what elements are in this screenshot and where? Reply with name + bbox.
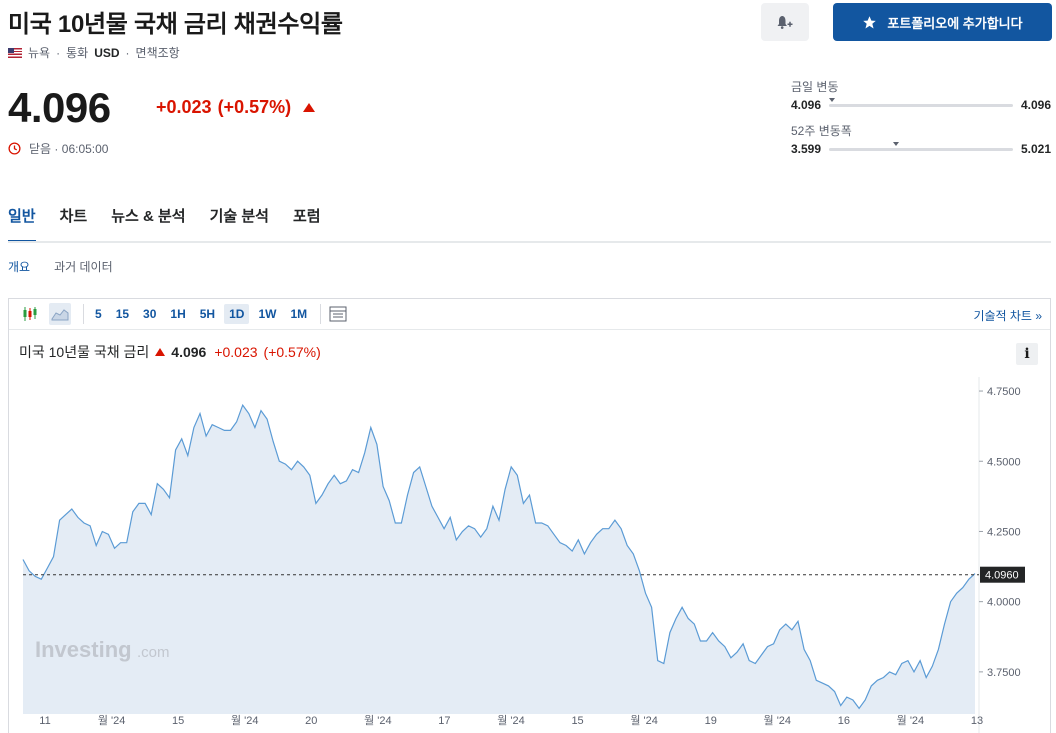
- page-title: 미국 10년물 국채 금리 채권수익률: [8, 11, 343, 38]
- current-price-label: 4.0960: [985, 570, 1019, 582]
- x-tick-label: 15: [571, 715, 583, 727]
- tab-news[interactable]: 뉴스 & 분석: [111, 208, 186, 225]
- market-status: 닫음 · 06:05:00: [8, 140, 108, 157]
- price-chart[interactable]: 4.7500 4.5000 4.2500 4.0000 3.7500 4.0960 11 월 …: [9, 299, 1052, 733]
- x-tick-label: 월 '24: [897, 714, 925, 727]
- y-tick-label: 4.0000: [987, 597, 1021, 609]
- us-flag-icon: [8, 47, 22, 58]
- location: 뉴욕: [28, 46, 51, 60]
- quote-meta: 뉴욕 · 통화 USD · 면책조항: [8, 44, 180, 61]
- x-tick-label: 17: [438, 715, 450, 727]
- candlestick-icon[interactable]: [19, 303, 41, 325]
- series-line: [22, 403, 976, 710]
- x-tick-label: 15: [172, 715, 184, 727]
- day-range-low: 4.096: [791, 98, 822, 112]
- interval-1d[interactable]: 1D: [224, 304, 250, 324]
- chart-toolbar: 5 15 30 1H 5H 1D 1W 1M 기술적 차트 »: [9, 299, 1050, 330]
- clock-icon: [8, 142, 21, 155]
- bell-plus-icon: [777, 16, 793, 29]
- x-tick-label: 13: [971, 715, 983, 727]
- x-tick-label: 월 '24: [764, 714, 792, 727]
- interval-30[interactable]: 30: [143, 307, 157, 321]
- info-button[interactable]: i: [1016, 343, 1038, 365]
- interval-1m[interactable]: 1M: [290, 307, 308, 321]
- currency-label: 통화: [66, 46, 89, 60]
- tab-divider: [8, 241, 1051, 243]
- day-range-label: 금일 변동: [791, 80, 839, 94]
- investing-logo-suffix: .com: [137, 644, 170, 661]
- interval-15[interactable]: 15: [115, 307, 130, 321]
- investing-logo: Investing: [35, 637, 132, 662]
- y-tick-label: 4.2500: [987, 526, 1021, 538]
- change-value: +0.023: [156, 97, 212, 117]
- star-icon: [863, 15, 877, 28]
- interval-1w[interactable]: 1W: [258, 307, 277, 321]
- chart-legend: 미국 10년물 국채 금리 4.096 +0.023 (+0.57%): [19, 342, 321, 362]
- disclaimer-link[interactable]: 면책조항: [135, 46, 180, 60]
- tab-general[interactable]: 일반: [8, 205, 36, 243]
- x-tick-label: 월 '24: [497, 714, 525, 727]
- x-tick-label: 19: [705, 715, 717, 727]
- tab-forum[interactable]: 포럼: [292, 208, 321, 225]
- y-tick-label: 4.5000: [987, 456, 1021, 468]
- price-change: +0.023 (+0.57%): [156, 97, 316, 118]
- interval-5[interactable]: 5: [95, 307, 102, 321]
- week52-range-low: 3.599: [791, 142, 822, 156]
- legend-change: +0.023: [214, 344, 258, 360]
- subtab-overview[interactable]: 개요: [8, 260, 31, 274]
- legend-name: 미국 10년물 국채 금리: [19, 344, 150, 360]
- day-range-bar: [829, 97, 1013, 107]
- x-tick-label: 월 '24: [98, 714, 126, 727]
- day-range-marker: [829, 97, 836, 102]
- technical-chart-link[interactable]: 기술적 차트 »: [973, 309, 1042, 323]
- status-time: 06:05:00: [61, 142, 109, 156]
- currency: USD: [94, 45, 120, 60]
- x-tick-label: 월 '24: [231, 714, 259, 727]
- legend-value: 4.096: [171, 344, 207, 360]
- interval-1h[interactable]: 1H: [170, 307, 186, 321]
- up-arrow-icon: [303, 103, 316, 112]
- x-tick-label: 월 '24: [630, 714, 658, 727]
- week52-range-label: 52주 변동폭: [791, 124, 852, 138]
- legend-up-arrow-icon: [155, 348, 166, 356]
- x-tick-label: 16: [838, 715, 850, 727]
- tab-technical[interactable]: 기술 분석: [209, 208, 269, 225]
- change-percent: (+0.57%): [217, 97, 292, 117]
- area-chart-icon[interactable]: [49, 303, 71, 325]
- week52-range-high: 5.021: [1020, 142, 1051, 156]
- last-price: 4.096: [8, 84, 111, 131]
- week52-range-bar: [829, 141, 1013, 151]
- table-view-icon[interactable]: [327, 303, 349, 325]
- x-tick-label: 20: [305, 715, 317, 727]
- status-text: 닫음: [29, 142, 52, 156]
- main-tabs: 일반 차트 뉴스 & 분석 기술 분석 포럼: [8, 205, 321, 243]
- add-portfolio-label: 포트폴리오에 추가합니다: [887, 15, 1023, 31]
- interval-5h[interactable]: 5H: [199, 307, 216, 321]
- y-tick-label: 3.7500: [987, 667, 1021, 679]
- subtab-historical[interactable]: 과거 데이터: [54, 260, 113, 274]
- alert-button[interactable]: [761, 3, 809, 41]
- series-area: [23, 405, 975, 714]
- legend-change-pct: (+0.57%): [263, 344, 321, 360]
- chart-panel: 5 15 30 1H 5H 1D 1W 1M 기술적 차트 » 4.7500 4.…: [8, 298, 1051, 733]
- add-portfolio-button[interactable]: 포트폴리오에 추가합니다: [833, 3, 1052, 41]
- x-tick-label: 월 '24: [364, 714, 392, 727]
- week52-range: 52주 변동폭 3.599 5.021: [791, 122, 1051, 156]
- x-tick-label: 11: [39, 715, 50, 727]
- current-price-tag: [980, 566, 1025, 583]
- tab-chart[interactable]: 차트: [59, 208, 88, 225]
- y-tick-label: 4.7500: [987, 386, 1021, 398]
- week52-range-marker: [893, 141, 900, 146]
- sub-tabs: 개요 과거 데이터: [8, 258, 113, 275]
- day-range: 금일 변동 4.096 4.096: [791, 78, 1051, 112]
- day-range-high: 4.096: [1020, 98, 1051, 112]
